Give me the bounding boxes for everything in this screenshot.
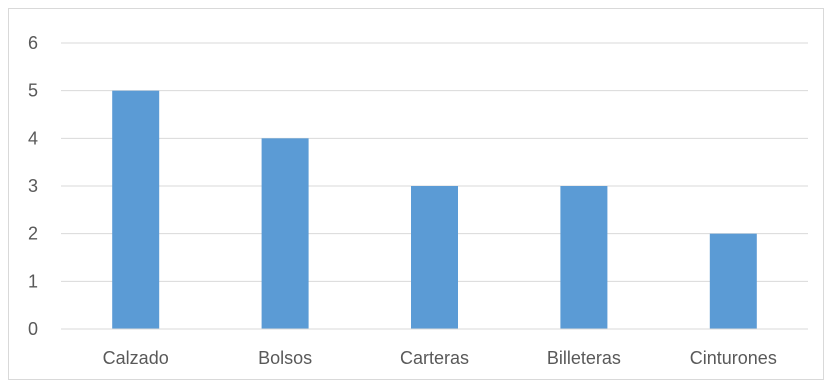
- y-tick-label: 1: [28, 271, 38, 291]
- x-category-label: Bolsos: [258, 348, 312, 368]
- y-tick-label: 6: [28, 33, 38, 53]
- x-axis-category-labels: Calzado Bolsos Carteras Billeteras Cinturone…: [103, 348, 777, 368]
- gridlines: [61, 42, 808, 282]
- y-axis-tick-labels: 0 1 2 3 4 5 6: [28, 33, 38, 339]
- bar-billeteras: [560, 186, 608, 329]
- x-category-label: Billeteras: [547, 348, 621, 368]
- y-tick-label: 5: [28, 81, 38, 101]
- x-category-label: Cinturones: [690, 348, 777, 368]
- bar-carteras: [411, 186, 458, 329]
- bar-calzado: [112, 90, 160, 330]
- bar-bolsos: [261, 138, 309, 329]
- bars: [112, 90, 757, 330]
- x-category-label: Carteras: [400, 348, 469, 368]
- y-tick-label: 2: [28, 224, 38, 244]
- y-tick-label: 4: [28, 128, 38, 148]
- x-category-label: Calzado: [103, 348, 169, 368]
- y-tick-label: 0: [28, 319, 38, 339]
- y-tick-label: 3: [28, 176, 38, 196]
- bar-cinturones: [709, 233, 757, 329]
